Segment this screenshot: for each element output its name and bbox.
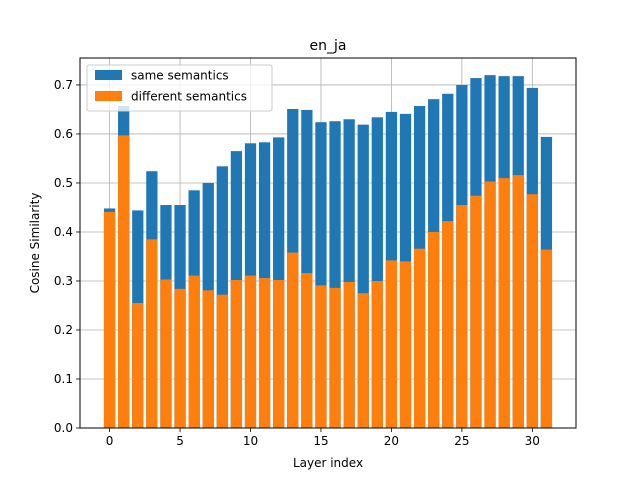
bar-different-semantics bbox=[188, 275, 200, 428]
bar-different-semantics bbox=[498, 178, 510, 428]
bar-different-semantics bbox=[103, 211, 116, 428]
legend-swatch-different-semantics bbox=[95, 91, 122, 101]
bar-different-semantics bbox=[244, 275, 257, 428]
bar-different-semantics bbox=[540, 249, 553, 428]
x-tick-label: 5 bbox=[176, 434, 184, 448]
x-axis-label: Layer index bbox=[293, 456, 363, 470]
bar-different-semantics bbox=[216, 294, 228, 428]
y-tick-label: 0.0 bbox=[54, 421, 73, 435]
bar-same-semantics bbox=[357, 124, 369, 428]
axes-frame bbox=[79, 57, 577, 429]
bar-different-semantics bbox=[315, 285, 327, 428]
legend-box bbox=[86, 64, 273, 112]
bar-different-semantics bbox=[357, 293, 369, 428]
bar-different-semantics bbox=[118, 135, 130, 428]
bar-different-semantics bbox=[146, 239, 158, 428]
bar-different-semantics bbox=[385, 260, 398, 428]
x-tick-label: 20 bbox=[384, 434, 399, 448]
bar-different-semantics bbox=[413, 248, 426, 428]
bar-different-semantics bbox=[258, 278, 271, 428]
y-tick-label: 0.4 bbox=[54, 225, 73, 239]
bar-different-semantics bbox=[526, 194, 538, 428]
bars bbox=[103, 75, 553, 429]
axes: 0 5 10 15 20 25 30 0.0 0.1 0.2 0.3 0.4 0.5 0.6 0.7 bbox=[54, 57, 577, 448]
y-tick-label: 0.3 bbox=[54, 274, 73, 288]
bar-different-semantics bbox=[202, 290, 214, 428]
bar-different-semantics bbox=[160, 279, 172, 428]
bar-different-semantics bbox=[329, 287, 341, 428]
bar-same-semantics bbox=[329, 121, 341, 429]
bar-different-semantics bbox=[230, 280, 243, 428]
x-tick-label: 15 bbox=[313, 434, 328, 448]
bar-same-semantics bbox=[315, 122, 327, 429]
bar-different-semantics bbox=[428, 231, 440, 428]
bar-different-semantics bbox=[174, 288, 186, 428]
chart-title: en_ja bbox=[310, 38, 347, 54]
bar-different-semantics bbox=[484, 181, 496, 428]
legend-swatch-same-semantics bbox=[95, 70, 122, 80]
bar-different-semantics bbox=[132, 303, 144, 428]
bar-different-semantics bbox=[287, 252, 299, 428]
y-tick-label: 0.7 bbox=[54, 78, 73, 92]
bar-same-semantics bbox=[371, 117, 383, 429]
y-tick-label: 0.2 bbox=[54, 323, 73, 337]
bar-different-semantics bbox=[456, 205, 468, 428]
bar-different-semantics bbox=[371, 280, 383, 428]
x-tick-label: 30 bbox=[525, 434, 540, 448]
legend: same semantics different semantics bbox=[86, 64, 273, 112]
legend-label-same-semantics: same semantics bbox=[131, 69, 229, 83]
x-tick-label: 0 bbox=[106, 434, 114, 448]
legend-label-different-semantics: different semantics bbox=[131, 90, 247, 104]
bar-same-semantics bbox=[301, 109, 313, 428]
y-axis-label: Cosine Similarity bbox=[28, 193, 42, 294]
bar-different-semantics bbox=[301, 273, 313, 428]
x-tick-label: 25 bbox=[454, 434, 469, 448]
y-tick-label: 0.5 bbox=[54, 176, 73, 190]
bar-different-semantics bbox=[343, 281, 355, 428]
x-tick-label: 10 bbox=[243, 434, 258, 448]
bar-same-semantics bbox=[343, 119, 355, 429]
bar-different-semantics bbox=[470, 195, 482, 428]
y-tick-label: 0.1 bbox=[54, 372, 73, 386]
bar-different-semantics bbox=[399, 261, 412, 428]
y-tick-label: 0.6 bbox=[54, 127, 73, 141]
bar-different-semantics bbox=[442, 221, 454, 428]
bar-different-semantics bbox=[512, 175, 524, 428]
bar-different-semantics bbox=[273, 280, 285, 428]
